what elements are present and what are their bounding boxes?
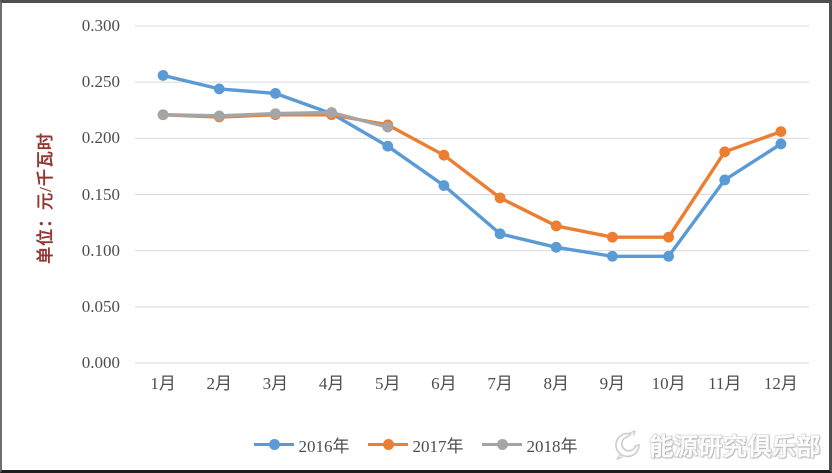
data-point <box>494 192 506 204</box>
x-tick-label: 6月 <box>431 374 457 393</box>
data-point <box>719 174 731 186</box>
x-tick-label: 12月 <box>763 374 798 393</box>
y-tick-label: 0.200 <box>81 128 120 148</box>
legend-marker-icon <box>481 439 522 450</box>
x-tick-label: 9月 <box>599 374 626 393</box>
data-point <box>438 180 450 191</box>
data-point <box>157 109 169 121</box>
data-point <box>494 228 506 240</box>
x-tick-label: 7月 <box>487 374 513 393</box>
x-tick-label: 10月 <box>651 374 686 393</box>
line-chart-canvas <box>135 25 809 364</box>
legend-label: 2017年 <box>412 437 464 456</box>
data-point <box>607 250 618 262</box>
data-point <box>157 70 169 81</box>
x-tick-label: 3月 <box>262 374 289 393</box>
y-tick-label: 0.150 <box>81 184 120 204</box>
x-tick-label: 5月 <box>375 374 401 393</box>
y-tick-label: 0.100 <box>81 240 120 260</box>
x-tick-label: 11月 <box>708 374 742 393</box>
legend-item-2018年: 2018年 <box>481 432 578 457</box>
data-point <box>326 107 337 118</box>
data-point <box>550 241 562 253</box>
data-point <box>382 140 394 152</box>
series-line-2016年 <box>161 73 783 258</box>
y-tick-label: 0.000 <box>81 353 120 372</box>
data-point <box>270 108 281 120</box>
data-point <box>213 110 225 122</box>
data-point <box>438 149 450 161</box>
data-point <box>607 231 618 243</box>
watermark: 能源研究俱乐部 <box>610 427 822 462</box>
data-point <box>550 220 562 232</box>
watermark-text: 能源研究俱乐部 <box>649 434 821 461</box>
x-tick-label: 2月 <box>206 374 233 393</box>
legend-marker-icon <box>253 439 294 450</box>
x-tick-label: 4月 <box>318 374 345 393</box>
data-point <box>382 121 394 133</box>
legend-item-2017年: 2017年 <box>367 432 464 457</box>
data-point <box>213 83 225 95</box>
y-tick-label: 0.050 <box>81 296 120 316</box>
legend-item-2016年: 2016年 <box>253 432 350 457</box>
legend-label: 2018年 <box>526 437 578 456</box>
legend: 2016年 2017年 2018年 <box>2 432 829 457</box>
data-point <box>775 126 787 137</box>
legend-marker-icon <box>367 439 408 450</box>
y-tick-label: 0.300 <box>81 16 120 35</box>
data-point <box>663 250 674 262</box>
series-line-2017年 <box>161 113 783 239</box>
data-point <box>775 138 787 150</box>
data-point <box>270 88 281 99</box>
y-tick-label: 0.250 <box>81 72 120 92</box>
data-point <box>719 146 731 158</box>
club-logo-icon <box>614 429 640 460</box>
data-point <box>663 231 674 243</box>
x-tick-label: 8月 <box>543 374 570 393</box>
y-axis-title: 单位：元/千瓦时 <box>36 132 55 264</box>
legend-label: 2016年 <box>298 437 350 456</box>
x-tick-label: 1月 <box>150 374 176 393</box>
